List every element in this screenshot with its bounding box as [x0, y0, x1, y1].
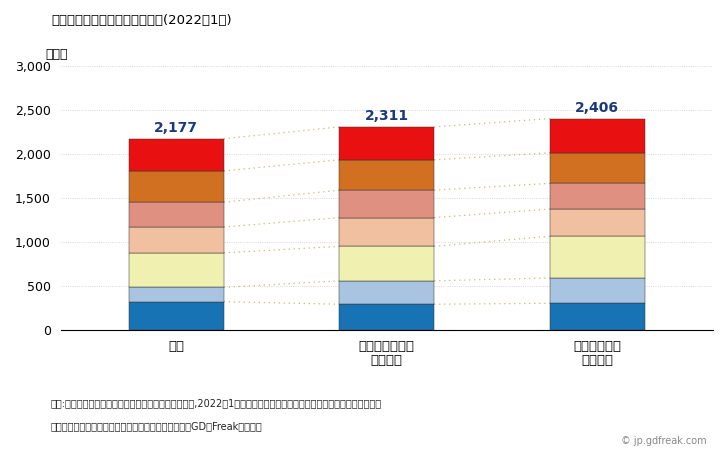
Bar — [550, 118, 644, 153]
Text: 2,406: 2,406 — [575, 101, 620, 115]
Bar — [129, 253, 223, 288]
Bar — [550, 236, 644, 278]
Text: 2,311: 2,311 — [365, 109, 409, 123]
Bar — [129, 171, 223, 202]
Bar — [550, 278, 644, 303]
Bar — [339, 218, 434, 246]
Bar — [129, 302, 223, 330]
Bar — [550, 153, 644, 183]
Bar — [129, 227, 223, 253]
Bar — [339, 281, 434, 304]
Bar — [339, 246, 434, 281]
Bar — [129, 202, 223, 227]
Bar — [339, 304, 434, 330]
Bar — [550, 209, 644, 236]
Bar — [339, 160, 434, 190]
Bar — [550, 183, 644, 209]
Text: 2,177: 2,177 — [154, 121, 198, 135]
Bar — [339, 190, 434, 218]
Text: 要介護度別平均認定率を当域内人口構成に当てはめてGD　Freakが算出。: 要介護度別平均認定率を当域内人口構成に当てはめてGD Freakが算出。 — [51, 421, 263, 431]
Text: ［人］: ［人］ — [46, 48, 68, 61]
Text: 匠瑞市の要介護（要支援）者数(2022年1月): 匠瑞市の要介護（要支援）者数(2022年1月) — [51, 14, 232, 27]
Text: 出所:実績値は「介護事業状況報告月報」（厚生労働省,2022年1月）。推計値は「全国又は都道府県の男女・年齢階層別: 出所:実績値は「介護事業状況報告月報」（厚生労働省,2022年1月）。推計値は「… — [51, 398, 382, 408]
Bar — [339, 127, 434, 160]
Bar — [550, 303, 644, 330]
Bar — [129, 288, 223, 302]
Text: © jp.gdfreak.com: © jp.gdfreak.com — [620, 436, 706, 446]
Bar — [129, 139, 223, 171]
